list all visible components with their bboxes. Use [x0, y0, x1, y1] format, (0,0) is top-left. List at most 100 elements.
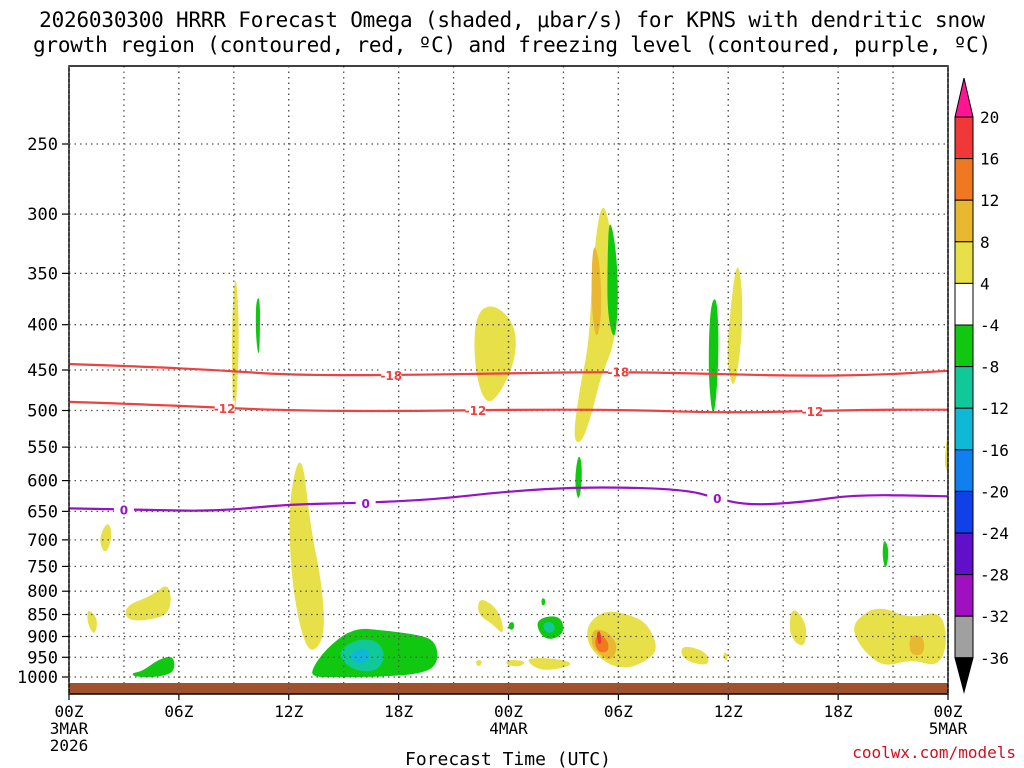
colorbar-label-7: -12	[980, 399, 1009, 418]
omega-region-5	[100, 524, 112, 552]
y-tick-label-850: 850	[27, 606, 58, 626]
omega-region-3	[727, 267, 743, 384]
isotherm-minus18-label-bg-1	[608, 364, 629, 379]
isotherm-minus12-label-0: -12	[214, 402, 236, 416]
colorbar-top-arrow	[954, 77, 974, 118]
isotherm-minus12-label-bg-2	[802, 404, 823, 419]
x-tick-label-18: 18Z	[384, 702, 413, 721]
colorbar-box-11	[954, 574, 974, 617]
x-tick-label-6: 06Z	[164, 702, 193, 721]
omega-region-15	[506, 660, 525, 667]
y-tick-label-500: 500	[27, 402, 58, 422]
omega-region-14	[789, 610, 807, 646]
omega-region-12	[681, 646, 709, 665]
x-tick-label-36: 12Z	[714, 702, 743, 721]
omega-region-35	[543, 622, 555, 633]
omega-region-8	[478, 599, 503, 633]
colorbar-box-4	[954, 282, 974, 326]
omega-region-26	[708, 299, 719, 412]
omega-region-30	[132, 656, 175, 677]
isotherm-minus12-label-bg-0	[214, 400, 235, 415]
contour-lines: -18 -18 -12 -12 -12 0 0 0	[68, 362, 949, 517]
y-tick-label-750: 750	[27, 557, 58, 577]
isotherm-minus12	[68, 400, 948, 414]
y-tick-label-550: 550	[27, 438, 58, 458]
freezing-level-label-bg-1	[355, 495, 376, 510]
colorbar-box-6	[954, 366, 974, 409]
omega-region-24	[255, 298, 260, 354]
omega-region-28	[882, 541, 889, 568]
colorbar-label-5: -4	[980, 316, 999, 335]
x-tick-year-0: 2026	[50, 736, 89, 755]
y-tick-label-400: 400	[27, 316, 58, 336]
colorbar-box-3	[954, 241, 974, 284]
credit-link[interactable]: coolwx.com/models	[852, 743, 1016, 762]
omega-region-32	[508, 622, 514, 630]
omega-region-1	[474, 306, 516, 402]
colorbar-label-8: -16	[980, 441, 1009, 460]
freezing-level-label-bg-2	[707, 491, 728, 506]
colorbar-box-12	[954, 615, 974, 659]
omega-shading	[87, 207, 948, 677]
y-tick-label-1000: 1000	[17, 668, 58, 688]
colorbar: 20 16 12 8 4 -4 -8 -12 -16 -20 -24 -28 -32 -36	[954, 77, 1009, 694]
colorbar-box-8	[954, 449, 974, 492]
y-tick-label-600: 600	[27, 472, 58, 492]
y-tick-label-950: 950	[27, 648, 58, 668]
isotherm-minus18	[68, 362, 949, 377]
isotherm-minus12-label-1: -12	[465, 404, 487, 418]
x-tick-label-30: 06Z	[604, 702, 633, 721]
chart-title-line-1: 2026030300 HRRR Forecast Omega (shaded, …	[39, 8, 985, 32]
colorbar-box-0	[954, 116, 974, 160]
omega-region-4	[289, 462, 324, 650]
colorbar-box-2	[954, 199, 974, 243]
omega-region-16	[944, 434, 948, 471]
isotherm-minus12-label-bg-1	[465, 403, 486, 418]
isotherm-minus18-label-1: -18	[608, 366, 630, 380]
omega-region-25	[607, 224, 618, 336]
isotherm-minus18-label-bg-0	[381, 368, 402, 383]
colorbar-label-9: -20	[980, 482, 1009, 501]
freezing-level	[68, 486, 949, 512]
colorbar-label-13: -36	[980, 649, 1009, 668]
colorbar-box-10	[954, 532, 974, 576]
omega-region-21	[909, 635, 925, 656]
colorbar-label-2: 12	[980, 191, 999, 210]
freezing-level-label-bg-0	[113, 502, 134, 517]
x-tick-label-0: 00Z	[55, 702, 84, 721]
omega-region-23	[597, 631, 602, 645]
x-axis-label: Forecast Time (UTC)	[405, 749, 611, 768]
y-tick-label-450: 450	[27, 361, 58, 381]
colorbar-label-12: -32	[980, 607, 1009, 626]
x-tick-label-12: 12Z	[274, 702, 303, 721]
colorbar-box-9	[954, 490, 974, 534]
omega-region-7	[87, 610, 97, 633]
x-tick-date-48: 5MAR	[929, 719, 968, 738]
omega-region-6	[125, 586, 171, 621]
freezing-level-label-0: 0	[120, 503, 128, 517]
axes: 2503003504004505005506006507007508008509…	[17, 66, 968, 755]
colorbar-label-3: 8	[980, 233, 990, 252]
colorbar-label-6: -8	[980, 358, 999, 377]
y-tick-label-300: 300	[27, 205, 58, 225]
freezing-level-label-1: 0	[361, 497, 369, 511]
x-tick-label-48: 00Z	[934, 702, 963, 721]
colorbar-label-0: 20	[980, 108, 999, 127]
x-tick-label-42: 18Z	[824, 702, 853, 721]
omega-region-0	[232, 280, 239, 415]
y-tick-label-900: 900	[27, 627, 58, 647]
colorbar-bottom-arrow	[954, 657, 974, 694]
colorbar-label-11: -28	[980, 566, 1009, 585]
x-tick-date-0: 3MAR	[50, 719, 89, 738]
colorbar-box-7	[954, 407, 974, 451]
omega-region-27	[575, 456, 582, 498]
colorbar-label-10: -24	[980, 524, 1009, 543]
omega-region-13	[723, 652, 728, 661]
y-tick-label-350: 350	[27, 264, 58, 284]
colorbar-box-1	[954, 158, 974, 201]
omega-region-10	[528, 658, 571, 670]
x-tick-label-24: 00Z	[494, 702, 523, 721]
isotherm-minus12-label-2: -12	[802, 405, 824, 419]
y-tick-label-800: 800	[27, 582, 58, 602]
